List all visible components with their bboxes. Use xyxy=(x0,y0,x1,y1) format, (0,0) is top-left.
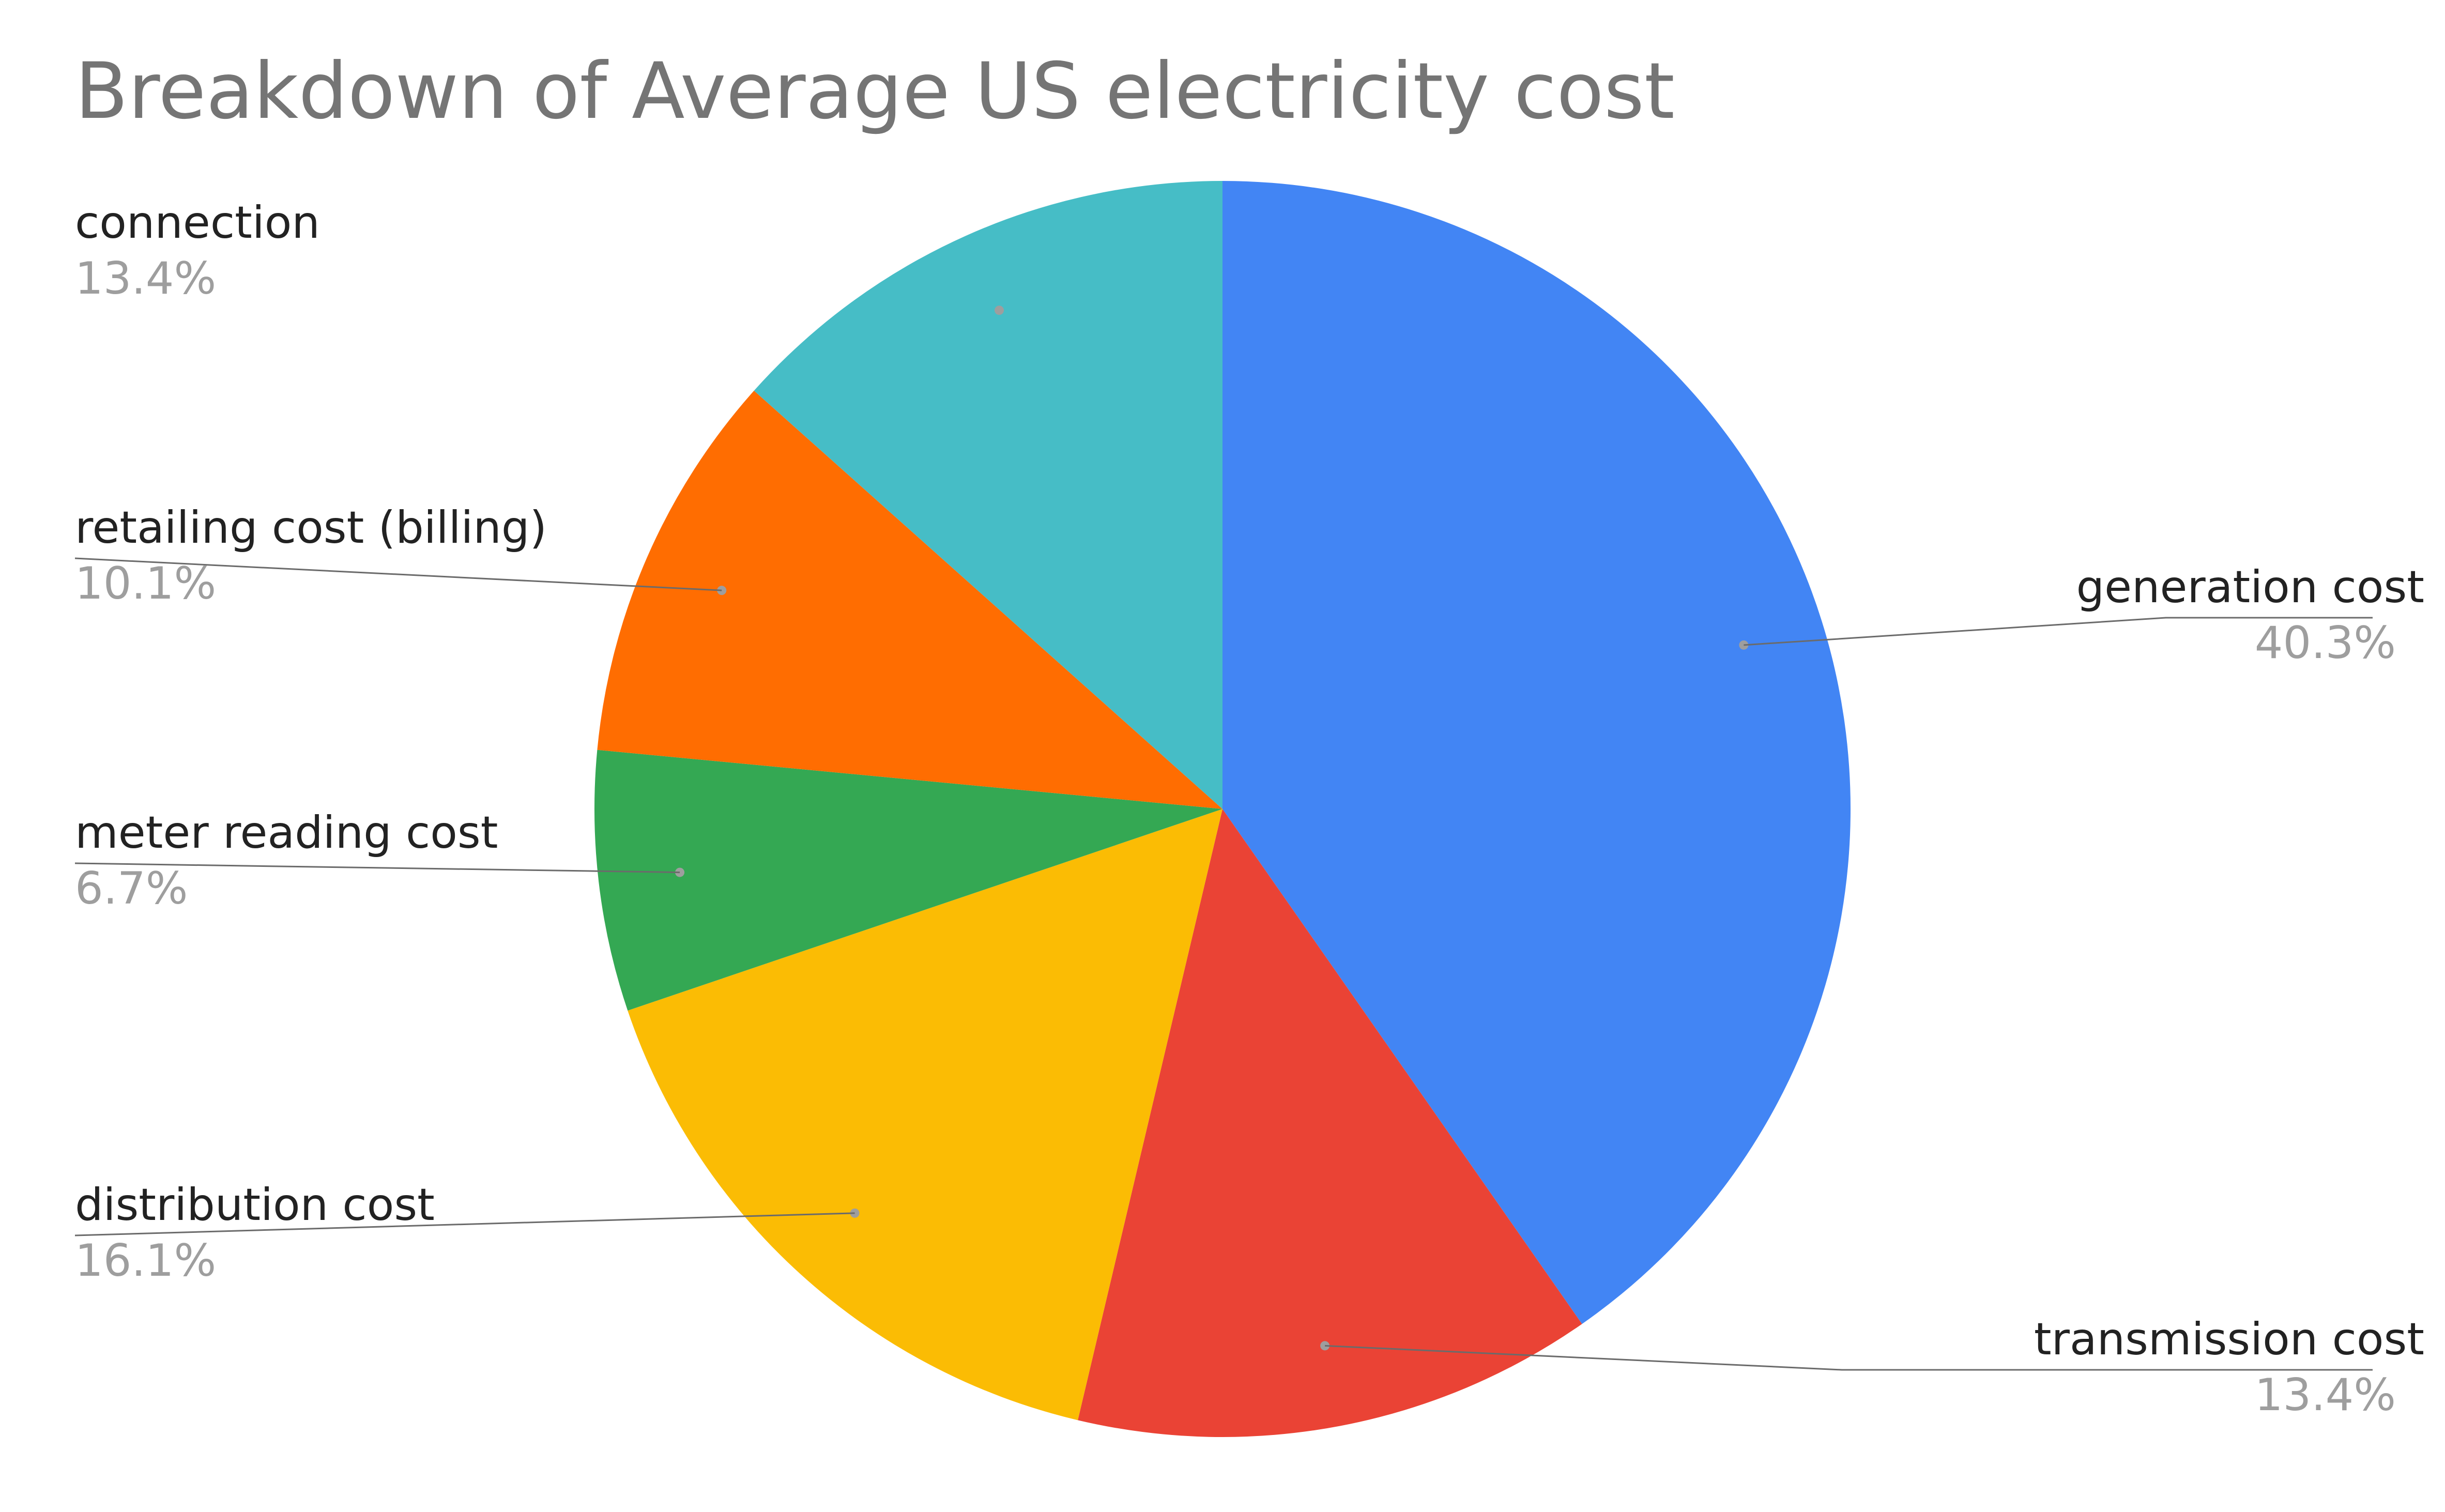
pie-slice-retailing-cost-billing xyxy=(597,390,1222,809)
pie-slice-generation-cost xyxy=(1222,181,1851,1324)
pie-slice-connection xyxy=(754,181,1222,809)
slice-label-transmission-cost: transmission cost xyxy=(2034,1314,2424,1365)
slice-percent-retailing-cost-billing: 10.1% xyxy=(75,558,216,609)
leader-line-generation-cost xyxy=(1744,617,2373,646)
slice-percent-generation-cost: 40.3% xyxy=(2255,617,2396,669)
slice-percent-distribution-cost: 16.1% xyxy=(75,1235,216,1287)
slice-percent-meter-reading-cost: 6.7% xyxy=(75,863,188,914)
leader-lines xyxy=(74,306,2373,1371)
chart-title: Breakdown of Average US electricity cost xyxy=(75,47,1675,136)
leader-dot-connection xyxy=(995,306,1004,315)
leader-line-transmission-cost xyxy=(1325,1345,2373,1371)
pie-slices xyxy=(594,181,1851,1437)
leader-line-meter-reading-cost xyxy=(74,862,680,874)
pie-slice-meter-reading-cost xyxy=(594,750,1222,1011)
leader-line-retailing-cost-billing xyxy=(74,557,722,591)
leader-line-distribution-cost xyxy=(74,1212,855,1236)
slice-label-connection: connection xyxy=(75,197,320,249)
pie-slice-distribution-cost xyxy=(628,809,1222,1421)
slice-label-generation-cost: generation cost xyxy=(2076,561,2424,613)
slice-label-retailing-cost-billing: retailing cost (billing) xyxy=(75,502,547,554)
slice-percent-transmission-cost: 13.4% xyxy=(2255,1369,2396,1421)
slice-percent-connection: 13.4% xyxy=(75,253,216,304)
slice-label-meter-reading-cost: meter reading cost xyxy=(75,807,498,859)
slice-label-distribution-cost: distribution cost xyxy=(75,1179,435,1231)
pie-slice-transmission-cost xyxy=(1078,809,1582,1437)
